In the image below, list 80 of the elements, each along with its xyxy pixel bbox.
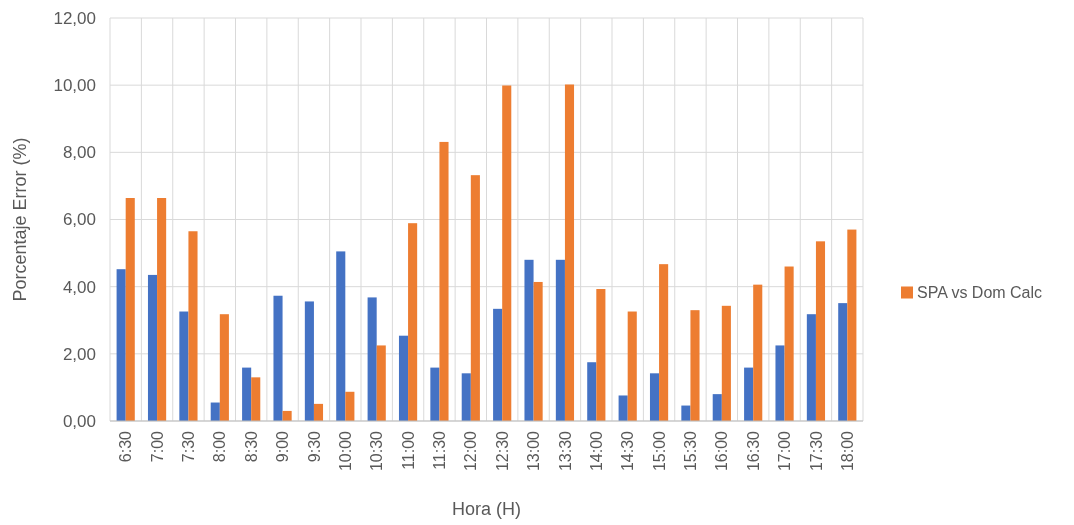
- y-tick-label: 10,00: [53, 76, 96, 96]
- x-tick-label: 7:00: [148, 430, 166, 463]
- x-tick-label: 8:30: [242, 430, 260, 463]
- x-tick-label: 13:30: [556, 430, 574, 472]
- bar: [147, 274, 158, 421]
- bar: [815, 241, 826, 421]
- bar: [524, 259, 534, 421]
- bar: [439, 141, 449, 421]
- bar: [806, 314, 816, 421]
- legend-label: SPA vs Dom Calc: [917, 284, 1043, 302]
- bar: [313, 403, 324, 421]
- x-axis-title: Hora (H): [451, 499, 522, 519]
- x-tick-label: 16:30: [744, 430, 762, 472]
- x-tick-label: 18:00: [838, 430, 856, 472]
- y-tick-label: 6,00: [62, 210, 96, 230]
- bar: [470, 175, 480, 421]
- bar: [493, 308, 503, 421]
- bar: [430, 367, 440, 421]
- bar: [690, 310, 700, 421]
- y-axis-title: Porcentaje Error (%): [10, 137, 30, 302]
- bar: [376, 345, 386, 421]
- bar: [533, 281, 543, 421]
- x-tick-label: 15:30: [682, 430, 700, 472]
- x-tick-label: 9:00: [274, 430, 292, 463]
- bar: [627, 311, 637, 421]
- bar: [721, 305, 731, 421]
- bar: [251, 377, 261, 421]
- bar: [179, 311, 189, 421]
- x-tick-label: 17:30: [807, 430, 825, 472]
- x-tick-label: 16:00: [713, 430, 731, 472]
- bar: [345, 391, 355, 421]
- bar: [242, 367, 252, 421]
- bar: [398, 335, 409, 421]
- bar: [210, 402, 220, 421]
- bar: [847, 229, 857, 421]
- x-tick-label: 14:00: [587, 430, 605, 472]
- bar: [219, 314, 229, 421]
- bar: [753, 284, 763, 421]
- bar: [555, 259, 565, 421]
- bar: [157, 198, 167, 421]
- y-tick-label: 4,00: [62, 277, 96, 297]
- bar: [596, 289, 606, 421]
- x-tick-label: 10:30: [368, 430, 386, 472]
- bar: [304, 301, 314, 421]
- bar: [784, 266, 794, 421]
- x-tick-label: 12:00: [462, 430, 480, 472]
- x-tick-label: 13:00: [525, 430, 543, 472]
- bar: [587, 362, 597, 421]
- bar: [367, 297, 377, 421]
- y-tick-label: 0,00: [62, 411, 96, 431]
- bar: [712, 394, 722, 421]
- x-tick-label: 11:30: [431, 430, 449, 470]
- bar: [775, 345, 785, 421]
- bar: [618, 395, 628, 421]
- y-tick-label: 12,00: [53, 8, 96, 28]
- bar: [649, 373, 660, 421]
- bar: [125, 198, 135, 421]
- bar: [273, 295, 283, 421]
- y-tick-label: 8,00: [62, 143, 96, 163]
- x-tick-label: 12:30: [493, 430, 511, 472]
- bar: [744, 367, 754, 421]
- bar: [502, 85, 512, 421]
- bar: [564, 84, 575, 421]
- y-tick-label: 2,00: [62, 344, 96, 364]
- bar: [838, 303, 848, 421]
- bar: [461, 373, 471, 421]
- bar: [188, 231, 198, 421]
- x-tick-label: 15:00: [650, 430, 668, 472]
- x-tick-label: 17:00: [776, 430, 794, 472]
- bar: [336, 251, 346, 421]
- bar: [659, 264, 669, 421]
- x-tick-label: 10:00: [336, 430, 354, 472]
- x-tick-label: 8:00: [211, 430, 229, 463]
- bar: [408, 223, 418, 421]
- x-tick-label: 14:30: [619, 430, 637, 472]
- x-tick-label: 11:00: [399, 430, 417, 470]
- x-tick-label: 9:30: [305, 430, 323, 463]
- bar: [116, 269, 126, 421]
- x-tick-label: 7:30: [180, 430, 198, 463]
- x-tick-label: 6:30: [117, 430, 135, 463]
